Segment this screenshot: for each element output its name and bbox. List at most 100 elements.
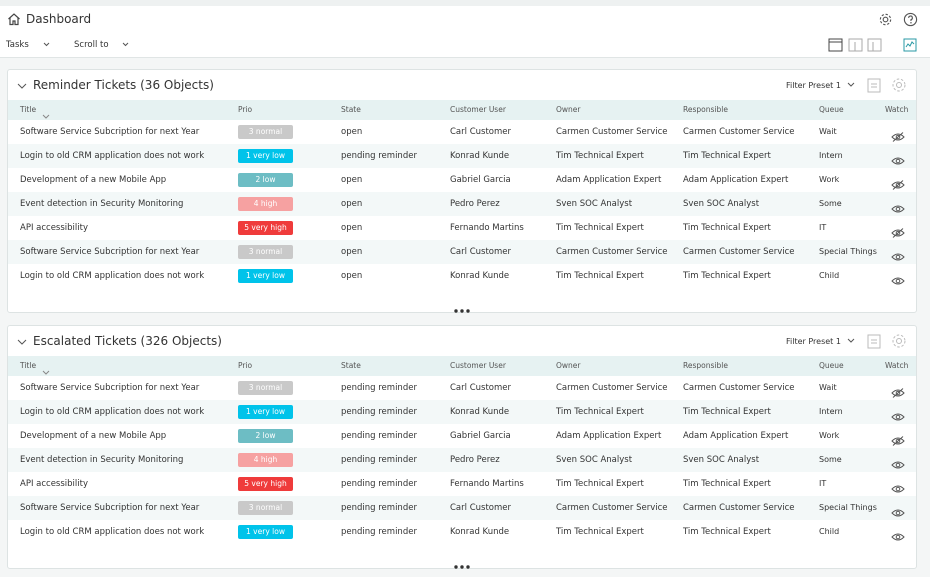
column-header[interactable]: Prio — [238, 361, 253, 370]
priority-badge: 4 high — [238, 453, 293, 467]
widget-icons[interactable] — [846, 77, 908, 93]
table-row[interactable]: Event detection in Security Monitoring op… — [8, 192, 916, 216]
column-header[interactable]: Owner — [556, 361, 581, 370]
column-header[interactable]: Title — [20, 105, 37, 114]
table-header: Title Prio State Customer User Owner Responsi… — [8, 100, 916, 120]
cell-owner: Tim Technical Expert — [556, 407, 644, 417]
cell-owner: Tim Technical Expert — [556, 527, 644, 537]
cell-queue: IT — [819, 223, 827, 232]
cell-queue: Work — [819, 431, 840, 440]
cell-responsible: Tim Technical Expert — [683, 527, 771, 537]
table-row[interactable]: Software Service Subcription for next Ye… — [8, 120, 916, 144]
watch-icon[interactable] — [891, 247, 905, 266]
widget-icons[interactable] — [846, 333, 908, 349]
table-row[interactable]: Login to old CRM application does not wo… — [8, 520, 916, 544]
cell-queue: Some — [819, 199, 842, 208]
priority-badge: 4 high — [238, 197, 293, 211]
unwatched-icon[interactable] — [891, 175, 905, 194]
sort-icon[interactable] — [42, 361, 50, 380]
column-header[interactable]: Responsible — [683, 105, 728, 114]
chevron — [122, 42, 129, 47]
cell-title: Software Service Subcription for next Ye… — [20, 247, 200, 257]
column-header[interactable]: Customer User — [450, 105, 506, 114]
cell-title: Software Service Subcription for next Ye… — [20, 383, 200, 393]
filter-preset[interactable]: Filter Preset 1 — [786, 81, 841, 90]
more-button[interactable] — [454, 298, 470, 317]
table-row[interactable]: Login to old CRM application does not wo… — [8, 400, 916, 424]
column-header[interactable]: Owner — [556, 105, 581, 114]
cell-state: open — [341, 223, 363, 233]
cell-customer-user: Konrad Kunde — [450, 271, 510, 281]
cell-queue: Child — [819, 271, 840, 280]
cell-state: pending reminder — [341, 455, 417, 465]
table-row[interactable]: Login to old CRM application does not wo… — [8, 264, 916, 288]
tasks-menu[interactable]: Tasks — [6, 40, 29, 50]
watch-icon[interactable] — [891, 151, 905, 170]
help-icon[interactable] — [903, 12, 918, 27]
cell-customer-user: Fernando Martins — [450, 223, 524, 233]
cell-title: Login to old CRM application does not wo… — [20, 151, 205, 161]
widget: Escalated Tickets (326 Objects) Filter Pr… — [7, 325, 917, 569]
table-row[interactable]: API accessibility open Fernando Martins Tim… — [8, 216, 916, 240]
column-header[interactable]: Queue — [819, 105, 844, 114]
cell-queue: Wait — [819, 127, 837, 136]
cell-state: pending reminder — [341, 503, 417, 513]
unwatched-icon[interactable] — [891, 383, 905, 402]
scroll-to-menu[interactable]: Scroll to — [74, 40, 109, 50]
cell-responsible: Tim Technical Expert — [683, 223, 771, 233]
cell-responsible: Carmen Customer Service — [683, 127, 795, 137]
priority-badge: 2 low — [238, 173, 293, 187]
watch-icon[interactable] — [891, 503, 905, 522]
chart-icon[interactable] — [903, 38, 917, 52]
watch-icon[interactable] — [891, 455, 905, 474]
sort-icon[interactable] — [42, 105, 50, 124]
column-header[interactable]: Watch — [885, 105, 909, 114]
table-row[interactable]: Development of a new Mobile App pending r… — [8, 424, 916, 448]
more-button[interactable] — [454, 554, 470, 573]
column-header[interactable]: Customer User — [450, 361, 506, 370]
home-icon[interactable] — [7, 12, 21, 26]
cell-state: open — [341, 247, 363, 257]
settings-icon[interactable] — [878, 12, 893, 27]
priority-badge: 1 very low — [238, 405, 293, 419]
table-row[interactable]: API accessibility pending reminder Fernand… — [8, 472, 916, 496]
cell-state: open — [341, 271, 363, 281]
table-row[interactable]: Software Service Subcription for next Ye… — [8, 376, 916, 400]
unwatched-icon[interactable] — [891, 127, 905, 146]
collapse-icon[interactable] — [17, 83, 27, 90]
watch-icon[interactable] — [891, 407, 905, 426]
column-header[interactable]: State — [341, 105, 361, 114]
cell-responsible: Tim Technical Expert — [683, 479, 771, 489]
column-header[interactable]: State — [341, 361, 361, 370]
cell-owner: Carmen Customer Service — [556, 247, 668, 257]
table-row[interactable]: Event detection in Security Monitoring pe… — [8, 448, 916, 472]
cell-responsible: Adam Application Expert — [683, 175, 789, 185]
table-row[interactable]: Login to old CRM application does not wo… — [8, 144, 916, 168]
filter-preset[interactable]: Filter Preset 1 — [786, 337, 841, 346]
column-header[interactable]: Prio — [238, 105, 253, 114]
cell-owner: Tim Technical Expert — [556, 223, 644, 233]
page-title: Dashboard — [26, 12, 92, 26]
table-row[interactable]: Development of a new Mobile App open Gabri… — [8, 168, 916, 192]
table-row[interactable]: Software Service Subcription for next Ye… — [8, 240, 916, 264]
table-row[interactable]: Software Service Subcription for next Ye… — [8, 496, 916, 520]
layout-icons[interactable] — [828, 38, 888, 52]
watch-icon[interactable] — [891, 527, 905, 546]
cell-title: Event detection in Security Monitoring — [20, 199, 184, 209]
cell-queue: Intern — [819, 407, 843, 416]
watch-icon[interactable] — [891, 271, 905, 290]
unwatched-icon[interactable] — [891, 431, 905, 450]
column-header[interactable]: Title — [20, 361, 37, 370]
cell-state: pending reminder — [341, 383, 417, 393]
watch-icon[interactable] — [891, 199, 905, 218]
watch-icon[interactable] — [891, 479, 905, 498]
top-bar: Dashboard — [0, 0, 930, 34]
cell-queue: IT — [819, 479, 827, 488]
unwatched-icon[interactable] — [891, 223, 905, 242]
cell-owner: Tim Technical Expert — [556, 271, 644, 281]
cell-title: Login to old CRM application does not wo… — [20, 271, 205, 281]
column-header[interactable]: Watch — [885, 361, 909, 370]
collapse-icon[interactable] — [17, 339, 27, 346]
column-header[interactable]: Queue — [819, 361, 844, 370]
column-header[interactable]: Responsible — [683, 361, 728, 370]
